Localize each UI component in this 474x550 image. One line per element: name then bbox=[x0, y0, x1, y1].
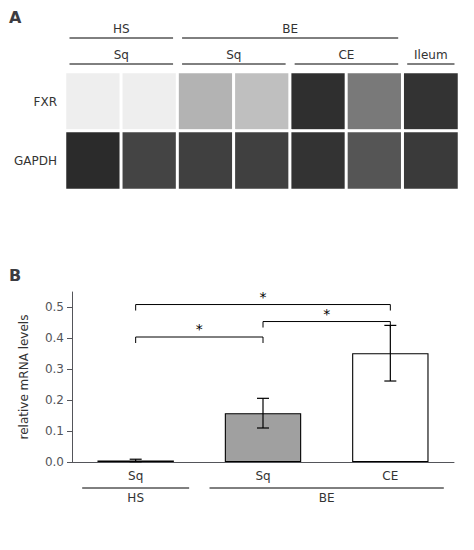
svg-text:A: A bbox=[9, 8, 22, 27]
svg-text:Sq: Sq bbox=[114, 48, 129, 62]
svg-text:BE: BE bbox=[282, 22, 298, 36]
svg-text:0.0: 0.0 bbox=[45, 455, 64, 469]
svg-text:0.3: 0.3 bbox=[45, 362, 64, 376]
svg-text:Sq: Sq bbox=[226, 48, 241, 62]
svg-text:0.4: 0.4 bbox=[45, 331, 64, 345]
svg-text:CE: CE bbox=[338, 48, 354, 62]
svg-text:*: * bbox=[196, 321, 203, 337]
svg-text:BE: BE bbox=[319, 491, 335, 505]
svg-text:CE: CE bbox=[382, 469, 398, 483]
svg-text:relative mRNA levels: relative mRNA levels bbox=[17, 315, 31, 440]
svg-text:0.5: 0.5 bbox=[45, 300, 64, 314]
svg-text:0.2: 0.2 bbox=[45, 393, 64, 407]
svg-text:FXR: FXR bbox=[34, 95, 57, 109]
svg-text:GAPDH: GAPDH bbox=[14, 154, 57, 168]
svg-text:Sq: Sq bbox=[128, 469, 143, 483]
svg-text:HS: HS bbox=[113, 22, 130, 36]
svg-text:0.1: 0.1 bbox=[45, 424, 64, 438]
svg-text:Sq: Sq bbox=[255, 469, 270, 483]
svg-text:Ileum: Ileum bbox=[414, 48, 448, 62]
svg-text:*: * bbox=[260, 289, 267, 305]
svg-text:*: * bbox=[323, 306, 330, 322]
svg-text:HS: HS bbox=[127, 491, 144, 505]
svg-text:B: B bbox=[9, 266, 21, 285]
